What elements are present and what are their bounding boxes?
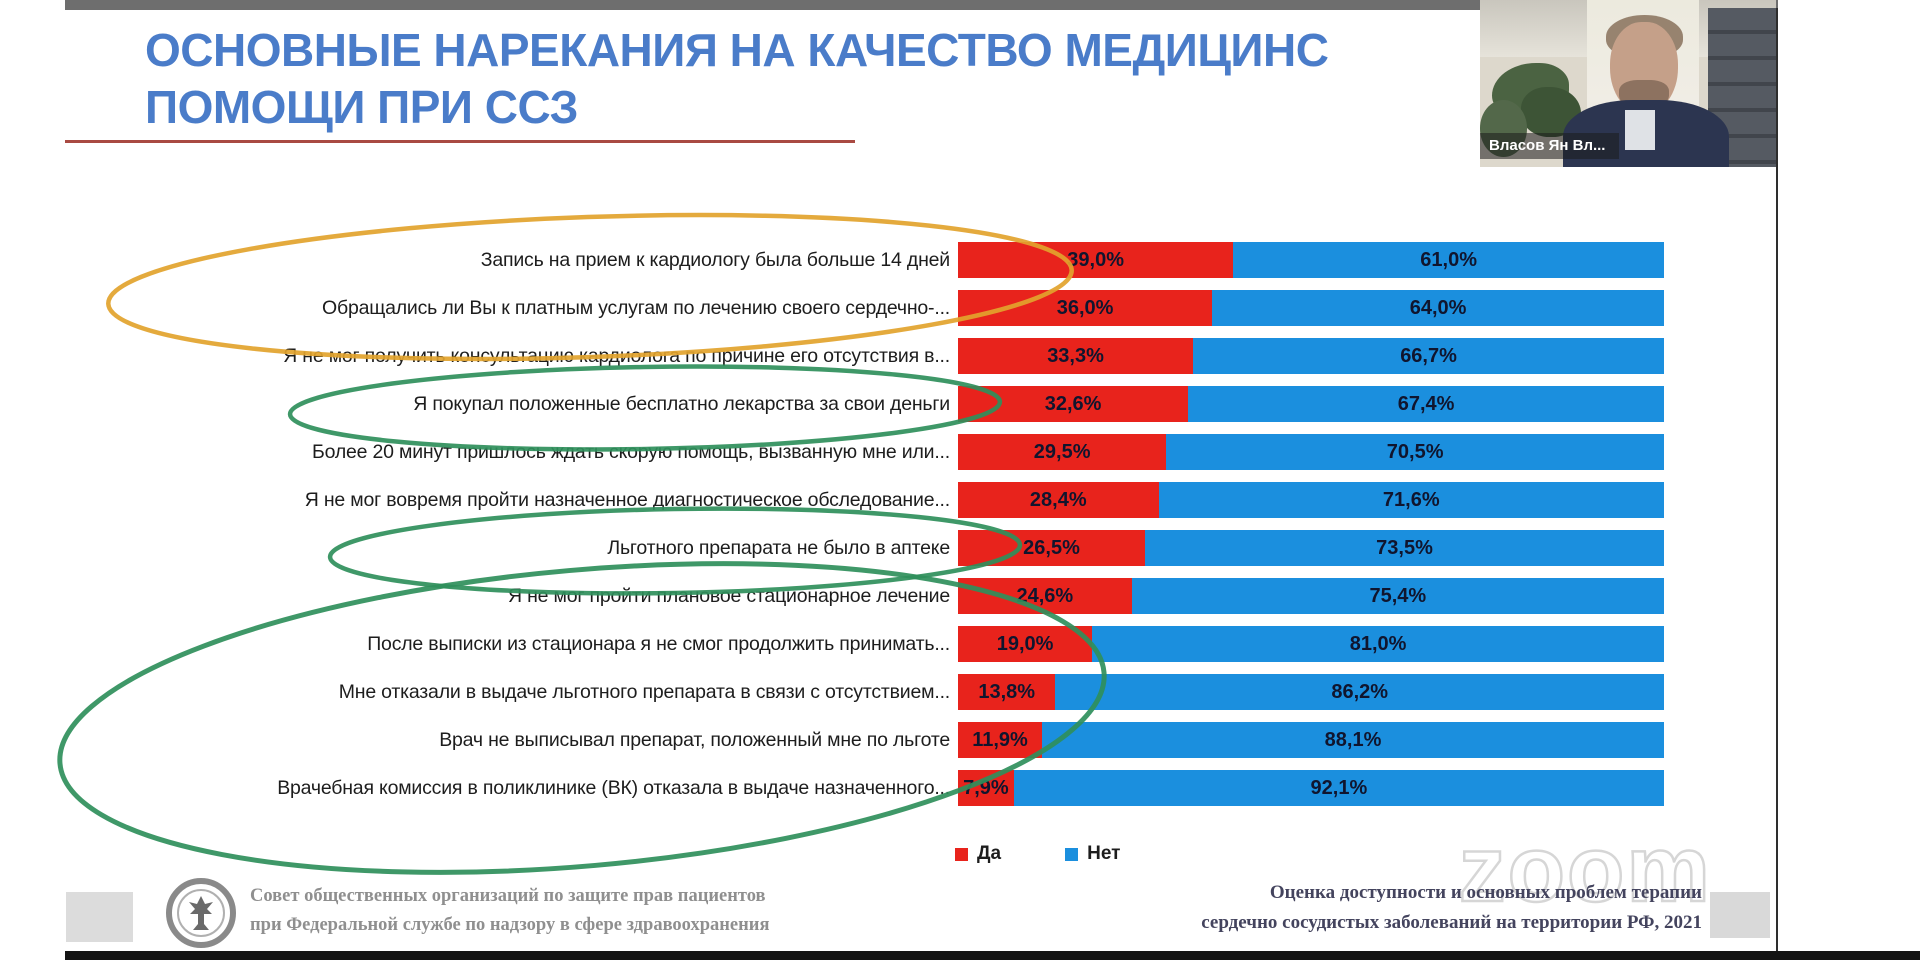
roszdravnadzor-logo: [166, 878, 236, 948]
bar-segment-yes: 33,3%: [958, 338, 1194, 374]
slide-right-border: [1776, 8, 1778, 952]
bar-segment-yes: 24,6%: [958, 578, 1132, 614]
category-label: Мне отказали в выдаче льготного препарат…: [338, 680, 950, 703]
slide-title-line2: ПОМОЩИ ПРИ ССЗ: [145, 81, 578, 133]
bar-segment-yes: 13,8%: [958, 674, 1056, 710]
category-label: Врачебная комиссия в поликлинике (ВК) от…: [277, 776, 950, 799]
bar-segment-no: 71,6%: [1158, 482, 1664, 518]
bar-segment-yes: 32,6%: [958, 386, 1189, 422]
bar-segment-no: 61,0%: [1233, 242, 1664, 278]
bar-segment-yes: 39,0%: [958, 242, 1234, 278]
stacked-bar: 39,0% 61,0%: [958, 242, 1664, 278]
chart-row: Врачебная комиссия в поликлинике (ВК) от…: [60, 770, 1664, 806]
footer-gray-box-left: [66, 892, 133, 942]
speaker-shirt: [1625, 110, 1655, 151]
chart-row: Я не мог вовремя пройти назначенное диаг…: [60, 482, 1664, 518]
category-label: Я покупал положенные бесплатно лекарства…: [413, 392, 950, 415]
category-label: Врач не выписывал препарат, положенный м…: [439, 728, 950, 751]
footer-left-text: Совет общественных организаций по защите…: [250, 882, 769, 940]
bar-segment-yes: 26,5%: [958, 530, 1146, 566]
slide-top-bar: [65, 0, 1778, 10]
chart-row: Я покупал положенные бесплатно лекарства…: [60, 386, 1664, 422]
stacked-bar: 36,0% 64,0%: [958, 290, 1664, 326]
bar-segment-yes: 28,4%: [958, 482, 1159, 518]
bar-segment-no: 67,4%: [1188, 386, 1664, 422]
bar-segment-yes: 11,9%: [958, 722, 1042, 758]
zoom-watermark: zoom: [1457, 816, 1712, 921]
chart-row: После выписки из стационара я не смог пр…: [60, 626, 1664, 662]
chart-row: Врач не выписывал препарат, положенный м…: [60, 722, 1664, 758]
bar-segment-yes: 29,5%: [958, 434, 1167, 470]
category-label: Более 20 минут пришлось ждать скорую пом…: [312, 440, 950, 463]
category-label: Я не мог пройти плановое стационарное ле…: [508, 584, 950, 607]
chart-row: Мне отказали в выдаче льготного препарат…: [60, 674, 1664, 710]
footer-left-line1: Совет общественных организаций по защите…: [250, 886, 766, 906]
stacked-bar: 11,9% 88,1%: [958, 722, 1664, 758]
chart-row: Обращались ли Вы к платным услугам по ле…: [60, 290, 1664, 326]
slide-title-line1: ОСНОВНЫЕ НАРЕКАНИЯ НА КАЧЕСТВО МЕДИЦИНС: [145, 24, 1329, 76]
chart-legend: Да Нет: [955, 843, 1120, 865]
bar-segment-no: 88,1%: [1042, 722, 1664, 758]
bar-segment-yes: 36,0%: [958, 290, 1213, 326]
legend-item-no: Нет: [1065, 843, 1120, 865]
bar-segment-no: 66,7%: [1193, 338, 1664, 374]
title-underline: [65, 140, 855, 143]
category-label: Льготного препарата не было в аптеке: [607, 536, 950, 559]
stacked-bar: 24,6% 75,4%: [958, 578, 1664, 614]
chart-row: Я не мог получить консультацию кардиолог…: [60, 338, 1664, 374]
bottom-toolbar-edge: [65, 951, 1920, 960]
participant-video-tile[interactable]: Власов Ян Вл...: [1480, 0, 1776, 167]
bar-segment-no: 73,5%: [1145, 530, 1664, 566]
bar-segment-yes: 19,0%: [958, 626, 1093, 662]
stacked-bar: 33,3% 66,7%: [958, 338, 1664, 374]
bar-segment-no: 75,4%: [1131, 578, 1664, 614]
chart-row: Более 20 минут пришлось ждать скорую пом…: [60, 434, 1664, 470]
stacked-bar: 26,5% 73,5%: [958, 530, 1664, 566]
category-label: Запись на прием к кардиологу была больше…: [480, 248, 950, 271]
bar-segment-no: 70,5%: [1166, 434, 1664, 470]
category-label: После выписки из стационара я не смог пр…: [367, 632, 950, 655]
bar-segment-no: 86,2%: [1055, 674, 1664, 710]
footer-right-text: Оценка доступности и основных проблем те…: [1201, 878, 1702, 938]
stacked-bar: 19,0% 81,0%: [958, 626, 1664, 662]
footer-left-line2: при Федеральной службе по надзору в сфер…: [250, 915, 770, 935]
legend-item-yes: Да: [955, 843, 1001, 865]
stacked-bar: 32,6% 67,4%: [958, 386, 1664, 422]
stacked-bar: 29,5% 70,5%: [958, 434, 1664, 470]
footer-right-line1: Оценка доступности и основных проблем те…: [1269, 882, 1702, 903]
chart-row: Я не мог пройти плановое стационарное ле…: [60, 578, 1664, 614]
bar-segment-yes: 7,9%: [958, 770, 1014, 806]
category-label: Я не мог вовремя пройти назначенное диаг…: [304, 488, 950, 511]
bar-segment-no: 64,0%: [1212, 290, 1664, 326]
category-label: Обращались ли Вы к платным услугам по ле…: [322, 296, 950, 319]
stacked-bar: 13,8% 86,2%: [958, 674, 1664, 710]
eagle-emblem: [189, 896, 213, 930]
footer-right-line2: сердечно сосудистых заболеваний на терри…: [1201, 912, 1702, 933]
participant-name-label: Власов Ян Вл...: [1480, 133, 1620, 159]
legend-label-yes: Да: [977, 843, 1002, 864]
legend-swatch-no: [1065, 847, 1079, 861]
category-label: Я не мог получить консультацию кардиолог…: [283, 344, 950, 367]
footer-gray-box-right: [1710, 892, 1770, 938]
chart-row: Запись на прием к кардиологу была больше…: [60, 242, 1664, 278]
legend-swatch-yes: [955, 847, 968, 861]
stacked-bar: 7,9% 92,1%: [958, 770, 1664, 806]
slide-title: ОСНОВНЫЕ НАРЕКАНИЯ НА КАЧЕСТВО МЕДИЦИНС …: [145, 22, 1329, 136]
bar-segment-no: 92,1%: [1013, 770, 1664, 806]
bar-segment-no: 81,0%: [1092, 626, 1664, 662]
legend-label-no: Нет: [1087, 843, 1121, 864]
stacked-bar: 28,4% 71,6%: [958, 482, 1664, 518]
chart-row: Льготного препарата не было в аптеке 26,5…: [60, 530, 1664, 566]
